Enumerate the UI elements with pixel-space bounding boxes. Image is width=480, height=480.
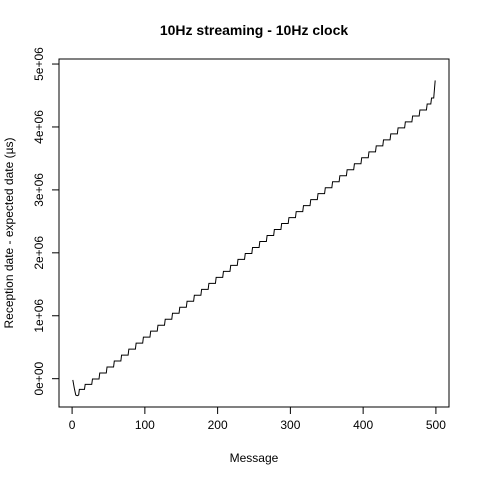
series-layer [72,80,436,397]
y-tick-label: 1e+06 [32,299,46,333]
y-axis-label: Reception date - expected date (µs) [2,137,16,328]
y-tick-label: 0e+00 [32,362,46,396]
x-tick-label: 200 [208,418,228,432]
y-tick-label: 3e+06 [32,173,46,207]
x-axis-label: Message [230,451,279,465]
series-line [72,80,436,397]
x-axis: 0 100 200 300 400 500 [69,406,446,432]
x-tick-label: 300 [280,418,300,432]
x-tick-label: 0 [69,418,76,432]
y-tick-label: 4e+06 [32,110,46,144]
x-tick-label: 500 [426,418,446,432]
chart-title: 10Hz streaming - 10Hz clock [160,22,349,38]
x-tick-label: 100 [135,418,155,432]
y-axis: 0e+00 1e+06 2e+06 3e+06 4e+06 5e+06 [32,47,60,396]
y-tick-label: 5e+06 [32,47,46,81]
x-tick-label: 400 [353,418,373,432]
y-tick-label: 2e+06 [32,236,46,270]
